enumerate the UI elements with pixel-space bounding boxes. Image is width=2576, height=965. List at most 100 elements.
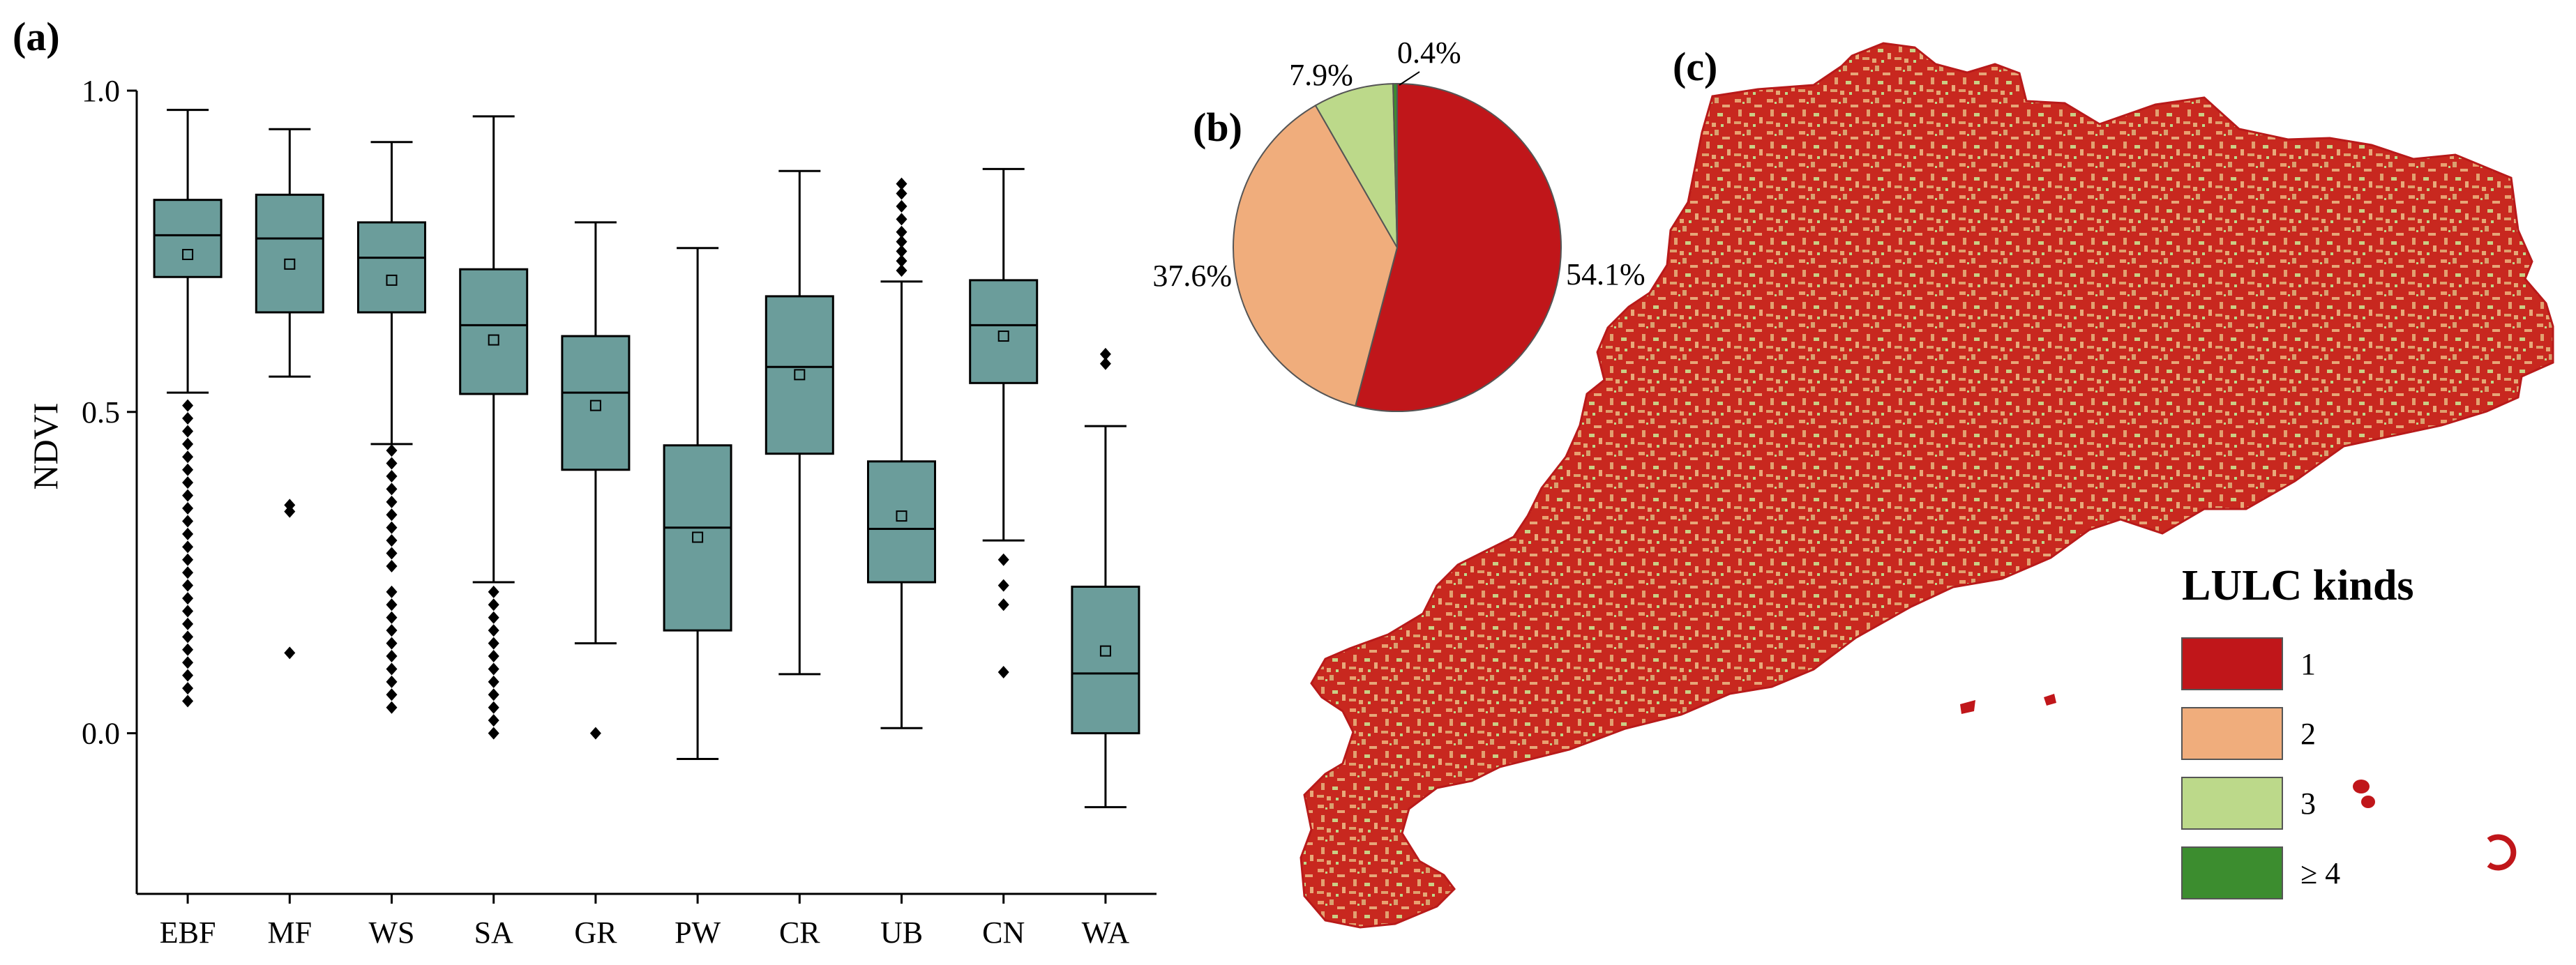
map-island xyxy=(2487,834,2517,871)
outlier-point xyxy=(182,592,194,605)
iqr-box xyxy=(459,268,529,395)
outlier-point xyxy=(386,444,398,457)
x-tick-label: EBF xyxy=(160,915,216,950)
outlier-point xyxy=(182,694,194,708)
outlier-point xyxy=(386,688,398,701)
outlier-point xyxy=(488,611,499,624)
box-mf xyxy=(255,128,324,660)
mean-marker xyxy=(692,531,704,543)
outlier-point xyxy=(182,643,194,656)
pie-slice-3 xyxy=(1314,83,1398,248)
x-tick-label: PW xyxy=(675,915,721,950)
y-tick-label: 0.5 xyxy=(82,395,120,430)
outlier-point xyxy=(386,701,398,714)
map-island xyxy=(1960,700,1975,714)
outlier-point xyxy=(182,515,194,528)
pie-panel: (b) 54.1% 37.6% 7.9% 0.4% xyxy=(1152,36,1645,412)
iqr-box xyxy=(561,335,631,471)
pie-slice-1 xyxy=(1354,82,1562,412)
x-ticks: EBF MF WS SA GR PW CR UB CN WA xyxy=(160,894,1129,950)
mean-marker xyxy=(284,258,296,270)
outlier-point xyxy=(386,534,398,547)
legend-label: 1 xyxy=(2300,647,2316,681)
y-tick-label: 1.0 xyxy=(82,74,120,108)
pie-value-label: 54.1% xyxy=(1566,257,1645,291)
outlier-point xyxy=(386,469,398,482)
outlier-point xyxy=(182,450,194,464)
box-ub xyxy=(867,177,936,729)
outlier-point xyxy=(386,650,398,663)
outlier-point xyxy=(284,499,296,512)
outlier-point xyxy=(488,650,499,663)
outlier-point xyxy=(488,598,499,611)
outlier-point xyxy=(386,457,398,470)
x-tick-label: CN xyxy=(982,915,1025,950)
outlier-point xyxy=(488,637,499,650)
panel-label-a: (a) xyxy=(13,14,60,59)
y-tick-label: 0.0 xyxy=(82,717,120,751)
outlier-point xyxy=(488,662,499,676)
outlier-point xyxy=(182,399,194,412)
boxes xyxy=(153,109,1140,809)
y-axis-title: NDVI xyxy=(26,403,65,490)
box-cr xyxy=(764,169,834,676)
outlier-point xyxy=(488,701,499,714)
outlier-point xyxy=(182,617,194,630)
outlier-point xyxy=(182,412,194,425)
legend: 1 2 3 ≥ 4 xyxy=(2181,637,2340,899)
mean-marker xyxy=(896,510,907,522)
box-ws xyxy=(357,141,426,714)
mean-marker xyxy=(386,274,398,286)
outlier-point xyxy=(896,177,907,190)
outlier-point xyxy=(488,714,499,727)
outlier-point xyxy=(182,630,194,644)
outlier-point xyxy=(386,508,398,522)
outlier-point xyxy=(1099,357,1111,370)
pie-chart: 54.1% 37.6% 7.9% 0.4% xyxy=(1152,36,1645,412)
outlier-point xyxy=(1099,347,1111,360)
box-sa xyxy=(459,115,529,740)
map-island xyxy=(2361,796,2375,808)
outlier-point xyxy=(386,482,398,496)
panel-label-b: (b) xyxy=(1193,105,1242,150)
mean-marker xyxy=(997,330,1009,342)
outlier-point xyxy=(896,199,907,213)
outlier-point xyxy=(182,553,194,566)
outlier-point xyxy=(997,666,1009,679)
iqr-box xyxy=(764,295,834,455)
legend-title: LULC kinds xyxy=(2182,562,2414,609)
mean-marker xyxy=(589,400,601,411)
legend-label: 2 xyxy=(2300,717,2316,751)
region-map xyxy=(1300,42,2554,929)
outlier-point xyxy=(488,688,499,701)
outlier-point xyxy=(182,502,194,515)
outlier-point xyxy=(284,646,296,660)
mean-marker xyxy=(488,334,499,346)
x-tick-label: MF xyxy=(268,915,312,950)
legend-swatch xyxy=(2181,637,2283,690)
outlier-point xyxy=(182,463,194,476)
pie-value-label: 7.9% xyxy=(1289,58,1353,92)
x-tick-label: UB xyxy=(880,915,923,950)
boxplot-panel: (a) NDVI 0.0 0.5 1.0 EBF MF WS SA GR PW CR UB CN WA xyxy=(13,14,1157,950)
pie-slice-4 xyxy=(1392,82,1398,248)
mean-marker xyxy=(1099,645,1111,657)
iqr-box xyxy=(867,460,936,584)
outlier-point xyxy=(386,598,398,611)
outlier-point xyxy=(386,624,398,637)
legend-swatch xyxy=(2181,777,2283,830)
outlier-point xyxy=(182,425,194,438)
box-wa xyxy=(1071,347,1140,809)
outlier-point xyxy=(182,540,194,554)
box-gr xyxy=(561,221,631,740)
outlier-point xyxy=(896,254,907,268)
outlier-point xyxy=(488,585,499,598)
outlier-point xyxy=(182,669,194,682)
outlier-point xyxy=(386,662,398,676)
outlier-point xyxy=(386,637,398,650)
outlier-point xyxy=(182,566,194,579)
outlier-point xyxy=(896,187,907,200)
iqr-box xyxy=(255,193,324,314)
outlier-point xyxy=(182,579,194,592)
